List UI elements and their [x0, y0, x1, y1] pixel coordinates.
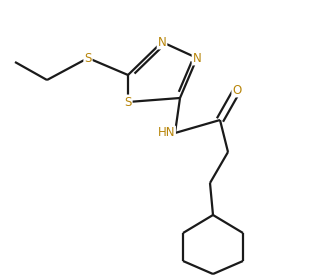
Text: S: S — [124, 95, 132, 109]
Text: N: N — [193, 52, 201, 64]
Text: O: O — [232, 83, 241, 97]
Text: S: S — [84, 52, 92, 64]
Text: HN: HN — [158, 126, 175, 140]
Text: N: N — [158, 35, 166, 49]
